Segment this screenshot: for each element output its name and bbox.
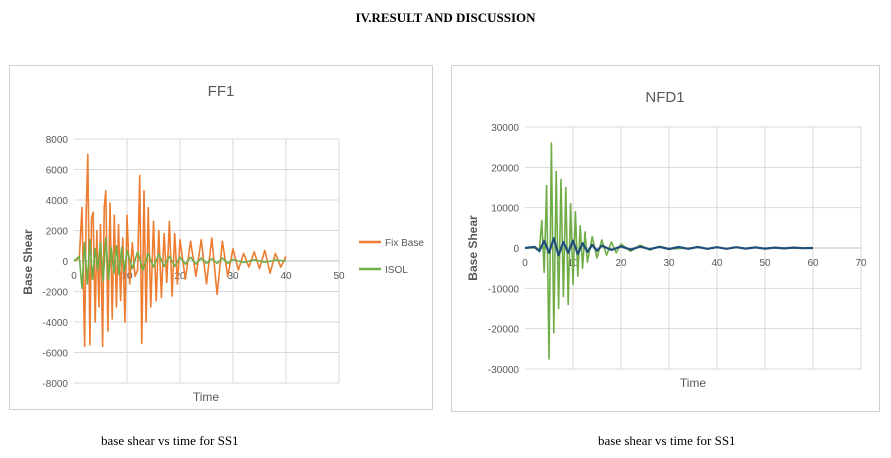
x-tick-label: 50	[759, 258, 771, 269]
x-tick-label: 30	[663, 258, 675, 269]
y-tick-label: -2000	[42, 288, 68, 299]
x-tick-label: 10	[121, 271, 133, 282]
y-tick-label: -8000	[42, 379, 68, 390]
chart-title: NFD1	[645, 89, 684, 106]
y-tick-label: 2000	[46, 227, 69, 238]
y-tick-label: 4000	[46, 196, 69, 207]
y-tick-label: -6000	[42, 349, 68, 360]
chart-panel-nfd1: NFD1 -30000 -20000 -10000 0 10000 20000 30000 0 1…	[451, 65, 880, 412]
y-tick-label: 10000	[491, 204, 519, 215]
legend-label: Fix Base	[385, 238, 424, 249]
x-tick-label: 40	[711, 258, 723, 269]
y-tick-label: 8000	[46, 135, 69, 146]
y-tick-label: 6000	[46, 166, 69, 177]
figure-caption-right: base shear vs time for SS1	[598, 433, 736, 448]
x-axis-title: Time	[193, 390, 220, 404]
x-tick-label: 70	[855, 258, 867, 269]
y-tick-label: 20000	[491, 163, 519, 174]
x-tick-label: 0	[71, 271, 77, 282]
y-tick-label: -20000	[488, 325, 520, 336]
x-tick-label: 0	[522, 258, 528, 269]
y-tick-label: -30000	[488, 365, 520, 376]
y-axis-title: Base Shear	[21, 229, 35, 295]
y-tick-label: 30000	[491, 123, 519, 134]
section-heading: IV.RESULT AND DISCUSSION	[355, 10, 536, 25]
x-tick-label: 60	[807, 258, 819, 269]
x-tick-label: 50	[333, 271, 345, 282]
y-tick-label: 0	[62, 257, 68, 268]
figure-caption-left: base shear vs time for SS1	[101, 433, 239, 448]
y-tick-label: 0	[513, 244, 519, 255]
legend-label: ISOL	[385, 265, 408, 276]
series-line-1	[525, 142, 694, 360]
y-tick-label: -4000	[42, 318, 68, 329]
chart-title: FF1	[208, 83, 235, 100]
y-axis-title: Base Shear	[466, 215, 480, 281]
chart-panel-ff1: FF1 -8000 -6000 -4000 -2000 0 2000 4000 6000 8000…	[9, 65, 433, 410]
series-line-2	[524, 237, 814, 257]
x-tick-label: 30	[227, 271, 239, 282]
x-axis-title: Time	[680, 376, 707, 390]
x-tick-label: 40	[280, 271, 292, 282]
series-line-isol	[73, 237, 287, 290]
y-tick-label: -10000	[488, 284, 520, 295]
chart-ff1: FF1-8000-6000-4000-200002000400060008000…	[21, 83, 424, 404]
series-line-fix-base	[73, 153, 287, 348]
x-tick-label: 20	[174, 271, 186, 282]
x-tick-label: 20	[615, 258, 627, 269]
